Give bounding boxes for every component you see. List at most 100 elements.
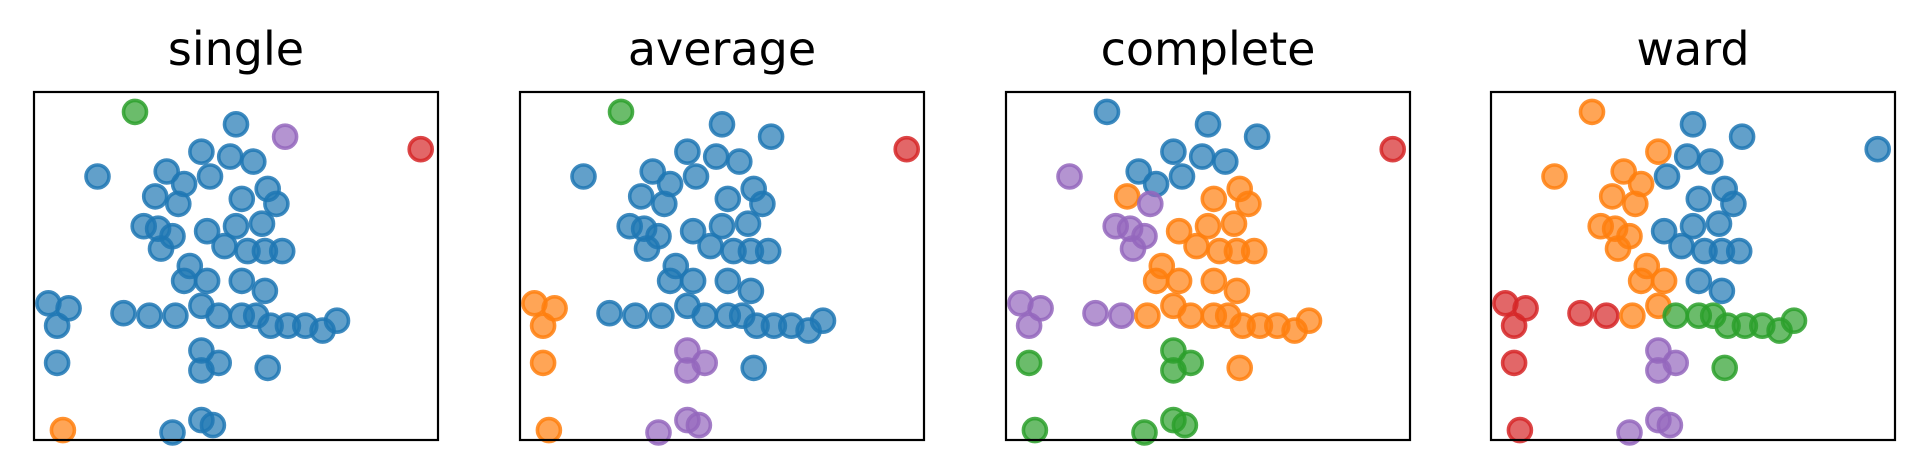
scatter-point	[1200, 185, 1228, 213]
panel-title: average	[628, 22, 816, 76]
scatter-point	[1780, 307, 1808, 335]
scatter-point	[1082, 299, 1109, 327]
scatter-point	[84, 163, 111, 190]
scatter-point	[240, 148, 267, 175]
scatter-point	[674, 357, 701, 384]
scatter-point	[1500, 312, 1528, 340]
scatter-point	[1183, 232, 1210, 260]
scatter-point	[1137, 190, 1164, 218]
scatter-point	[1662, 302, 1689, 330]
scatter-point	[656, 267, 684, 295]
scatter-point	[43, 312, 71, 340]
scatter-point	[648, 302, 675, 330]
scatter-point	[193, 267, 221, 295]
scatter-point	[1220, 210, 1248, 237]
scatter-point	[1627, 267, 1655, 295]
scatter-point	[651, 190, 678, 218]
scatter-point	[674, 138, 701, 165]
scatter-point	[529, 312, 557, 340]
scatter-point	[1168, 163, 1196, 190]
scatter-point	[1015, 312, 1043, 340]
scatter-point	[627, 183, 655, 210]
scatter-point	[188, 357, 215, 384]
scatter-point	[1668, 232, 1695, 260]
scatter-point	[141, 183, 169, 210]
scatter-point	[1243, 123, 1271, 150]
panel-title: single	[168, 22, 304, 76]
scatter-point	[263, 190, 290, 218]
scatter-point	[1650, 217, 1678, 245]
scatter-point	[199, 411, 227, 439]
scatter-point	[1708, 277, 1736, 305]
scatter-point	[1108, 302, 1135, 330]
scatter-point	[1212, 148, 1239, 175]
scatter-point	[1598, 183, 1626, 210]
scatter-point	[734, 210, 762, 237]
scatter-point	[754, 237, 782, 265]
scatter-point	[1119, 235, 1147, 262]
scatter-point	[691, 302, 718, 330]
scatter-point	[222, 111, 250, 138]
scatter-point	[1728, 123, 1756, 150]
scatter-point	[1679, 212, 1707, 240]
scatter-point	[248, 210, 276, 237]
scatter-point	[1171, 411, 1199, 439]
scatter-point	[211, 232, 238, 260]
scatter-point	[222, 212, 250, 240]
scatter-point	[639, 158, 666, 185]
scatter-point	[251, 277, 279, 305]
panel-title: ward	[1636, 22, 1749, 76]
scatter-point	[570, 163, 597, 190]
scatter-point	[708, 212, 736, 240]
scatter-point	[1619, 302, 1646, 330]
scatter-point	[228, 185, 256, 213]
scatter-point	[188, 138, 215, 165]
scatter-point	[49, 416, 77, 444]
scatter-point	[1134, 302, 1161, 330]
panel-title: complete	[1101, 22, 1316, 76]
scatter-point	[1188, 143, 1216, 170]
scatter-point	[1650, 267, 1678, 295]
scatter-point	[1720, 190, 1747, 218]
scatter-point	[153, 158, 180, 185]
scatter-point	[1604, 235, 1632, 262]
scatter-point	[254, 354, 281, 382]
scatter-points	[1007, 98, 1407, 446]
scatter-point	[622, 302, 649, 330]
scatter-point	[271, 123, 299, 150]
scatter-point	[1697, 148, 1724, 175]
panel-single: single	[32, 22, 440, 446]
scatter-point	[1235, 190, 1262, 218]
scatter-point	[193, 217, 221, 245]
scatter-point	[535, 416, 563, 444]
scatter-point	[1177, 302, 1204, 330]
scatter-point	[1622, 190, 1649, 218]
scatter-point	[1567, 299, 1594, 327]
scatter-point	[165, 190, 192, 218]
scatter-point	[685, 411, 713, 439]
scatter-point	[1673, 143, 1701, 170]
scatter-point	[1125, 158, 1152, 185]
scatter-point	[1295, 307, 1323, 335]
scatter-point	[1160, 138, 1187, 165]
scatter-point	[1541, 163, 1568, 190]
axes-frame	[518, 90, 926, 442]
scatter-point	[159, 419, 186, 446]
scatter-point	[633, 235, 661, 262]
scatter-point	[1200, 267, 1228, 295]
scatter-point	[749, 190, 776, 218]
scatter-point	[196, 163, 224, 190]
scatter-point	[1616, 419, 1643, 446]
scatter-point	[1685, 267, 1713, 295]
scatter-point	[147, 235, 175, 262]
scatter-point	[1165, 267, 1193, 295]
scatter-point	[1240, 237, 1268, 265]
scatter-point	[1656, 411, 1684, 439]
scatter-point	[1015, 349, 1043, 377]
scatter-point	[737, 277, 765, 305]
scatter-point	[697, 232, 724, 260]
axes-frame	[32, 90, 440, 442]
scatter-point	[714, 267, 742, 295]
panel-ward: ward	[1489, 22, 1897, 446]
